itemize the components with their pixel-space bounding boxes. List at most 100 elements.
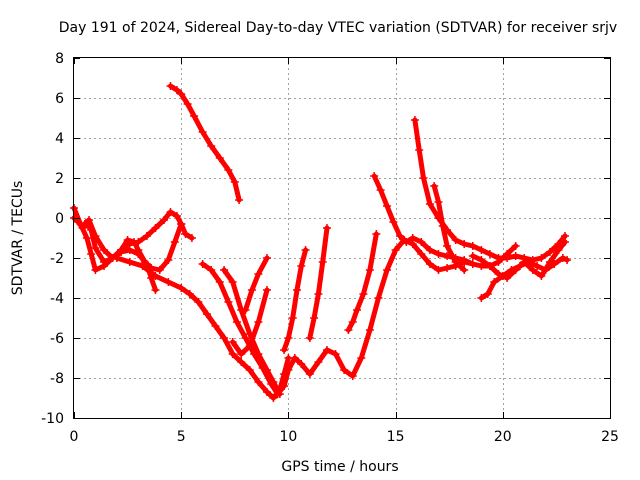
series-5-point-20 (357, 354, 366, 362)
series-8-point-3 (262, 254, 271, 262)
series-6-point-1 (228, 278, 237, 286)
series-15-point-2 (490, 278, 499, 286)
series-2-point-13 (170, 238, 179, 246)
series-13-point-17 (545, 248, 554, 256)
series-3-point-2 (177, 90, 186, 98)
series-0-point-12 (151, 286, 160, 294)
series-12-point-5 (402, 238, 411, 246)
series-13-point-9 (477, 246, 486, 254)
series-2-point-3 (100, 246, 109, 254)
series-15-point-10 (558, 254, 567, 262)
series-6-point-4 (254, 350, 263, 358)
series-16-point-5 (511, 266, 520, 274)
series-5-point-17 (331, 350, 340, 358)
series-5-point-14 (305, 370, 314, 378)
series-13-point-2 (419, 174, 428, 182)
series-1-point-15 (172, 212, 181, 220)
series-13-point-1 (415, 146, 424, 154)
series-4-point-3 (151, 272, 160, 280)
series-7-point-0 (228, 338, 237, 346)
series-12-point-7 (417, 238, 426, 246)
x-tick-label-5: 25 (601, 429, 619, 445)
series-9-point-3 (292, 286, 301, 294)
series-1-point-11 (142, 232, 151, 240)
series-14-point-3 (443, 242, 452, 250)
x-tick-label-0: 0 (70, 429, 79, 445)
series-13-point-8 (468, 242, 477, 250)
series-11-point-2 (353, 306, 362, 314)
plot-frame (73, 57, 611, 419)
series-10-markers (305, 224, 331, 342)
series-7-markers (228, 286, 271, 358)
series-4-point-7 (194, 298, 203, 306)
series-4-point-4 (164, 278, 173, 286)
series-13-point-13 (511, 252, 520, 260)
series-1-point-6 (100, 258, 109, 266)
series-14-point-2 (438, 222, 447, 230)
series-16-point-9 (545, 258, 554, 266)
series-16-point-1 (477, 256, 486, 264)
series-12-point-3 (389, 218, 398, 226)
y-tick-label-6: 2 (55, 171, 64, 187)
series-5-point-5 (241, 334, 250, 342)
series-5-point-10 (280, 382, 289, 390)
series-5-point-22 (374, 294, 383, 302)
series-5-point-28 (425, 260, 434, 268)
y-tick-label-5: 0 (55, 211, 64, 227)
series-5-point-13 (297, 360, 306, 368)
series-16-point-3 (494, 270, 503, 278)
x-tick-label-3: 15 (387, 429, 405, 445)
series-5-point-23 (383, 266, 392, 274)
series-5-point-0 (198, 260, 207, 268)
series-16-trace (470, 239, 568, 281)
series-5-point-27 (417, 250, 426, 258)
series-5-point-18 (340, 366, 349, 374)
x-axis-label: GPS time / hours (281, 459, 398, 475)
series-8-markers (241, 254, 271, 314)
series-13-point-16 (537, 254, 546, 262)
series-1-point-14 (166, 208, 175, 216)
series-4-trace (114, 255, 291, 401)
series-3-point-4 (190, 112, 199, 120)
series-12-point-9 (434, 250, 443, 258)
series-4-point-2 (138, 262, 147, 270)
series-13-point-11 (494, 254, 503, 262)
series-10-point-2 (314, 290, 323, 298)
y-tick-label-0: -10 (41, 411, 64, 427)
series-16-point-0 (468, 252, 477, 260)
series-13-point-0 (410, 116, 419, 124)
series-11-point-3 (359, 290, 368, 298)
series-3-point-9 (230, 178, 239, 186)
series-12-point-12 (460, 256, 469, 264)
series-8-trace (243, 255, 270, 313)
series-3-point-1 (172, 86, 181, 94)
series-14-markers (430, 182, 469, 274)
series-16-point-10 (554, 246, 563, 254)
series-5-point-16 (322, 346, 331, 354)
series-9-point-0 (280, 346, 289, 354)
series-11-point-5 (372, 230, 381, 238)
series-1-point-17 (181, 230, 190, 238)
series-6-point-7 (275, 390, 284, 398)
series-9-point-4 (297, 262, 306, 270)
series-13-point-6 (451, 236, 460, 244)
series-15-point-1 (483, 290, 492, 298)
series-0-markers (70, 204, 160, 294)
series-12-point-13 (468, 260, 477, 268)
series-4-point-11 (228, 350, 237, 358)
x-tick-label-2: 10 (279, 429, 297, 445)
series-12-point-1 (376, 186, 385, 194)
series-2-point-1 (85, 216, 94, 224)
series-4-point-5 (177, 284, 186, 292)
series-15-point-7 (533, 262, 542, 270)
y-tick-labels: -10 -8 -6 -4 -2 0 2 4 6 8 (41, 51, 64, 427)
x-tick-label-1: 5 (177, 429, 186, 445)
series-7-point-3 (254, 318, 263, 326)
y-tick-label-1: -8 (50, 371, 64, 387)
series-11-point-0 (344, 326, 353, 334)
series-6-point-5 (262, 366, 271, 374)
series-12-point-2 (383, 202, 392, 210)
series-14-point-0 (430, 182, 439, 190)
series-0-point-2 (82, 234, 91, 242)
